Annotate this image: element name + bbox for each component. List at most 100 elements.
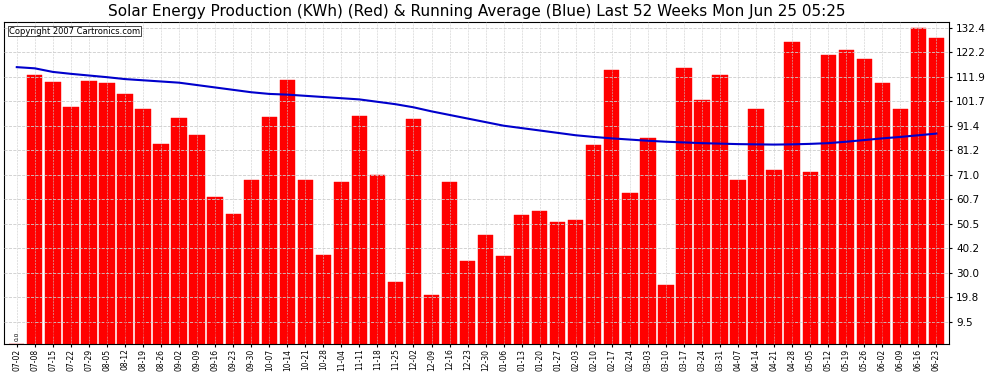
Bar bbox=[731, 180, 745, 344]
Bar bbox=[929, 38, 944, 344]
Bar bbox=[406, 119, 421, 344]
Bar bbox=[803, 171, 818, 344]
Text: 63.404: 63.404 bbox=[628, 315, 633, 336]
Text: 123.148: 123.148 bbox=[843, 312, 848, 336]
Text: 37.591: 37.591 bbox=[321, 315, 326, 336]
Bar bbox=[694, 100, 710, 344]
Bar bbox=[63, 106, 78, 344]
Text: 51.892: 51.892 bbox=[573, 315, 578, 336]
Text: 110.269: 110.269 bbox=[86, 312, 91, 336]
Bar bbox=[261, 117, 277, 344]
Bar bbox=[532, 211, 547, 344]
Text: 98.383: 98.383 bbox=[141, 315, 146, 336]
Bar bbox=[550, 222, 565, 344]
Bar bbox=[369, 176, 385, 344]
Bar bbox=[676, 68, 692, 344]
Bar bbox=[713, 75, 728, 344]
Bar bbox=[568, 220, 583, 344]
Bar bbox=[856, 59, 872, 344]
Bar bbox=[424, 295, 440, 344]
Text: 115.709: 115.709 bbox=[681, 312, 686, 336]
Bar bbox=[351, 116, 367, 344]
Text: 95.135: 95.135 bbox=[266, 315, 271, 336]
Bar bbox=[748, 109, 763, 344]
Bar bbox=[189, 135, 205, 344]
Bar bbox=[496, 256, 511, 344]
Text: 112.713: 112.713 bbox=[33, 312, 38, 336]
Text: 110.606: 110.606 bbox=[285, 312, 290, 336]
Bar bbox=[316, 255, 331, 344]
Text: 112.825: 112.825 bbox=[718, 312, 723, 336]
Bar bbox=[171, 118, 187, 344]
Text: 99.520: 99.520 bbox=[68, 315, 73, 336]
Text: 95.752: 95.752 bbox=[356, 315, 362, 336]
Text: 67.916: 67.916 bbox=[447, 316, 452, 336]
Bar bbox=[478, 235, 493, 344]
Text: 20.698: 20.698 bbox=[429, 315, 434, 336]
Text: 51.254: 51.254 bbox=[555, 315, 560, 336]
Title: Solar Energy Production (KWh) (Red) & Running Average (Blue) Last 52 Weeks Mon J: Solar Energy Production (KWh) (Red) & Ru… bbox=[108, 4, 845, 19]
Text: 54.533: 54.533 bbox=[231, 315, 236, 336]
Bar bbox=[334, 182, 349, 344]
Text: 45.816: 45.816 bbox=[483, 316, 488, 336]
Bar bbox=[604, 70, 620, 344]
Text: 72.325: 72.325 bbox=[808, 315, 813, 336]
Text: 114.799: 114.799 bbox=[609, 312, 615, 336]
Text: 109.371: 109.371 bbox=[105, 312, 110, 336]
Text: 109.258: 109.258 bbox=[880, 312, 885, 336]
Text: 126.592: 126.592 bbox=[790, 312, 795, 336]
Text: 37.093: 37.093 bbox=[501, 315, 506, 336]
Text: 98.401: 98.401 bbox=[898, 315, 903, 336]
Text: 84.049: 84.049 bbox=[158, 315, 163, 336]
Text: 68.099: 68.099 bbox=[339, 315, 344, 336]
Text: 98.486: 98.486 bbox=[753, 315, 758, 336]
Text: 72.999: 72.999 bbox=[771, 315, 776, 336]
Bar bbox=[244, 180, 258, 344]
Bar bbox=[821, 55, 836, 344]
Text: 26.086: 26.086 bbox=[393, 316, 398, 336]
Text: Copyright 2007 Cartronics.com: Copyright 2007 Cartronics.com bbox=[9, 27, 140, 36]
Bar bbox=[279, 80, 295, 344]
Text: 54.113: 54.113 bbox=[519, 316, 524, 336]
Text: 68.825: 68.825 bbox=[736, 315, 741, 336]
Bar bbox=[81, 81, 97, 344]
Text: 102.193: 102.193 bbox=[700, 312, 705, 336]
Bar bbox=[514, 215, 530, 344]
Bar bbox=[893, 109, 908, 344]
Bar bbox=[766, 170, 782, 344]
Bar bbox=[208, 197, 223, 344]
Text: 104.664: 104.664 bbox=[123, 312, 128, 336]
Text: 0.0: 0.0 bbox=[14, 332, 19, 341]
Text: 94.213: 94.213 bbox=[411, 315, 416, 336]
Bar bbox=[153, 144, 168, 344]
Text: 61.533: 61.533 bbox=[213, 316, 218, 336]
Text: 86.245: 86.245 bbox=[645, 315, 650, 336]
Bar bbox=[226, 214, 241, 344]
Bar bbox=[586, 145, 602, 344]
Bar bbox=[839, 50, 854, 344]
Text: 121.168: 121.168 bbox=[826, 312, 831, 336]
Bar bbox=[874, 83, 890, 344]
Bar bbox=[27, 75, 43, 344]
Bar bbox=[658, 285, 673, 344]
Bar bbox=[298, 180, 313, 344]
Text: 68.856: 68.856 bbox=[248, 316, 253, 336]
Bar bbox=[136, 109, 150, 344]
Text: 128.151: 128.151 bbox=[934, 312, 939, 336]
Text: 70.705: 70.705 bbox=[375, 315, 380, 336]
Bar bbox=[388, 282, 403, 344]
Bar bbox=[460, 261, 475, 344]
Text: 109.627: 109.627 bbox=[50, 312, 55, 336]
Text: 87.507: 87.507 bbox=[195, 315, 200, 336]
Text: 34.748: 34.748 bbox=[465, 315, 470, 336]
Bar bbox=[442, 182, 457, 344]
Text: 94.682: 94.682 bbox=[176, 315, 181, 336]
Bar bbox=[641, 138, 655, 344]
Text: 24.863: 24.863 bbox=[663, 315, 668, 336]
Bar bbox=[784, 42, 800, 344]
Text: 68.781: 68.781 bbox=[303, 316, 308, 336]
Bar bbox=[46, 82, 60, 344]
Text: 132.399: 132.399 bbox=[916, 312, 921, 336]
Text: 119.389: 119.389 bbox=[861, 312, 867, 336]
Bar bbox=[622, 193, 638, 344]
